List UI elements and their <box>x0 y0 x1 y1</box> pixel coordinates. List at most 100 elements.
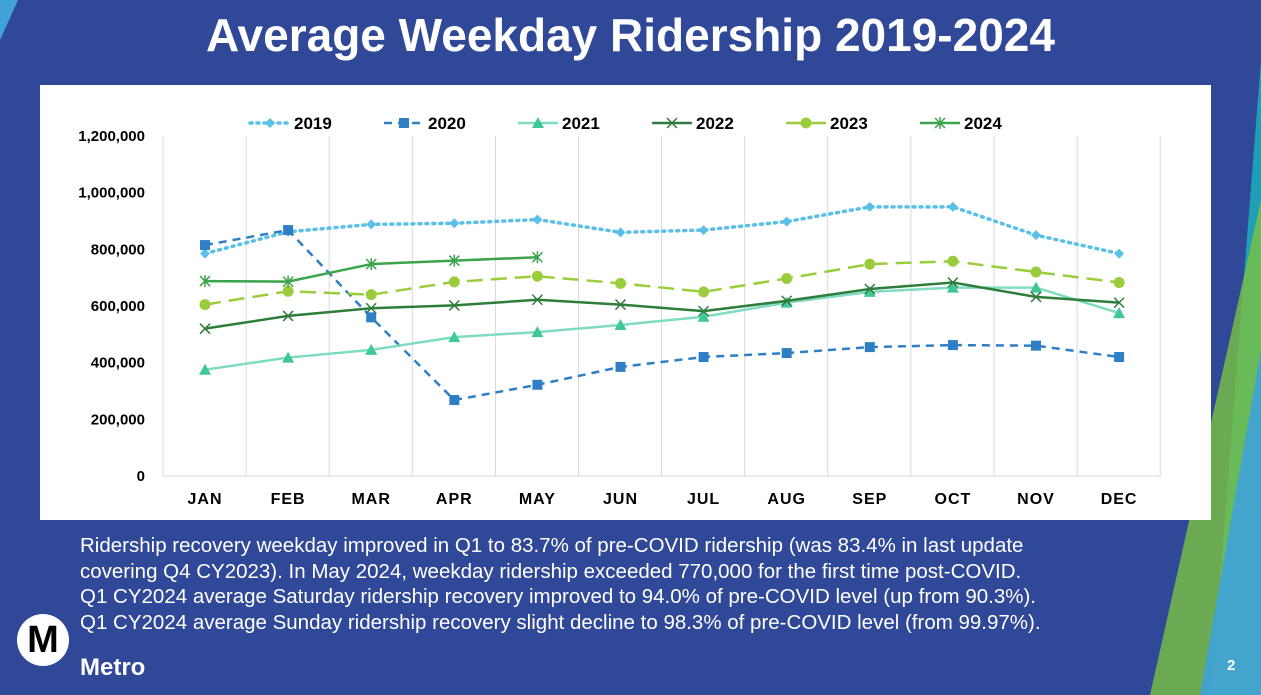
data-point-2021 <box>863 285 876 297</box>
legend-marker-2019 <box>265 118 275 128</box>
y-tick-label: 1,000,000 <box>78 185 145 202</box>
data-point-2022 <box>199 323 211 335</box>
legend-marker-2021 <box>532 117 544 128</box>
x-tick-label: MAY <box>519 491 556 508</box>
series-line-2022 <box>204 281 1120 330</box>
legend-marker-2024 <box>934 117 946 129</box>
data-point-2022 <box>698 305 710 317</box>
legend-label-2019: 2019 <box>294 114 332 133</box>
x-tick-label: SEP <box>852 491 887 508</box>
x-tick-label: APR <box>436 491 473 508</box>
note-line: covering Q4 CY2023). In May 2024, weekda… <box>80 559 1022 583</box>
data-point-2021 <box>199 363 211 375</box>
legend-marker-2020 <box>399 118 409 128</box>
legend-label-2021: 2021 <box>562 114 600 133</box>
data-point-2021 <box>1113 307 1126 319</box>
data-point-2019 <box>366 219 377 230</box>
data-point-2024 <box>199 275 211 288</box>
data-point-2023 <box>864 258 876 270</box>
note-line: Ridership recovery weekday improved in Q… <box>80 534 1024 557</box>
data-point-2019 <box>615 227 626 238</box>
data-point-2020 <box>200 240 210 251</box>
legend-label-2024: 2024 <box>964 114 1002 133</box>
data-point-2023 <box>199 299 211 311</box>
y-tick-label: 600,000 <box>91 298 145 315</box>
data-point-2022 <box>864 283 876 295</box>
data-point-2024 <box>448 254 460 267</box>
data-point-2019 <box>864 201 875 212</box>
data-point-2020 <box>532 379 543 390</box>
y-tick-label: 0 <box>137 468 145 485</box>
data-point-2020 <box>615 361 626 372</box>
series-line-2021 <box>204 286 1120 371</box>
legend-label-2022: 2022 <box>696 114 734 133</box>
data-point-2023 <box>781 273 793 285</box>
data-point-2024 <box>531 251 543 264</box>
data-point-2021 <box>365 343 378 355</box>
data-point-2021 <box>1030 281 1042 293</box>
data-point-2020 <box>1114 352 1125 362</box>
data-point-2020 <box>283 225 294 236</box>
data-point-2023 <box>1030 266 1042 278</box>
series-line-2020 <box>204 228 1120 402</box>
x-tick-label: FEB <box>271 491 306 508</box>
data-point-2021 <box>946 281 959 293</box>
data-point-2019 <box>449 218 460 229</box>
data-point-2023 <box>615 277 626 289</box>
data-point-2022 <box>531 294 543 306</box>
data-point-2020 <box>366 312 377 323</box>
page-number: 2 <box>1227 657 1236 674</box>
series-line-2019 <box>203 205 1121 256</box>
data-point-2023 <box>448 276 460 288</box>
data-point-2021 <box>448 331 461 343</box>
data-point-2024 <box>365 258 377 271</box>
x-tick-label: MAR <box>351 491 390 508</box>
data-point-2019 <box>1031 230 1041 241</box>
x-tick-label: OCT <box>935 491 972 508</box>
x-tick-label: JUL <box>687 491 720 508</box>
data-point-2022 <box>448 299 460 311</box>
note-line: Q1 CY2024 average Saturday ridership rec… <box>80 585 1036 608</box>
y-tick-label: 200,000 <box>91 411 145 428</box>
data-point-2019 <box>698 225 709 236</box>
data-point-2022 <box>1030 291 1042 303</box>
x-tick-label: DEC <box>1101 491 1138 508</box>
data-point-2023 <box>947 255 959 267</box>
data-point-2022 <box>614 299 627 311</box>
chart-panel: 0 200,000 400,000 600,000 800,000 1,000,000 1,… <box>40 85 1211 520</box>
data-point-2023 <box>698 286 710 298</box>
y-tick-label: 800,000 <box>91 241 145 258</box>
summary-notes: Ridership recovery weekday improved in Q… <box>80 533 1041 635</box>
data-point-2022 <box>365 302 377 314</box>
y-tick-label: 400,000 <box>91 355 145 372</box>
data-point-2020 <box>947 340 958 351</box>
data-point-2020 <box>781 348 792 359</box>
y-tick-label: 1,200,000 <box>78 128 145 145</box>
data-point-2023 <box>531 270 543 282</box>
data-point-2023 <box>282 285 294 297</box>
slide-title: Average Weekday Ridership 2019-2024 <box>206 9 1055 61</box>
data-point-2019 <box>532 214 543 225</box>
data-point-2023 <box>365 289 377 301</box>
line-chart: 0 200,000 400,000 600,000 800,000 1,000,000 1,… <box>78 114 1161 508</box>
series-line-2023 <box>204 259 1120 306</box>
x-tick-label: NOV <box>1017 491 1055 508</box>
data-point-2019 <box>1114 248 1125 259</box>
data-point-2019 <box>947 201 958 212</box>
legend-marker-2023 <box>800 117 812 129</box>
x-tick-label: JAN <box>187 491 222 508</box>
data-point-2020 <box>449 395 460 406</box>
data-point-2022 <box>282 310 294 322</box>
data-point-2021 <box>531 326 544 338</box>
data-point-2020 <box>1031 340 1041 351</box>
data-point-2022 <box>1113 297 1125 309</box>
data-point-2021 <box>697 310 710 322</box>
x-tick-label: AUG <box>767 491 806 508</box>
legend-label-2023: 2023 <box>830 114 868 133</box>
metro-brand: Metro <box>80 654 146 681</box>
note-line: Q1 CY2024 average Sunday ridership recov… <box>80 610 1041 634</box>
data-point-2021 <box>614 318 627 330</box>
data-point-2023 <box>1113 276 1125 288</box>
data-point-2022 <box>947 276 959 289</box>
